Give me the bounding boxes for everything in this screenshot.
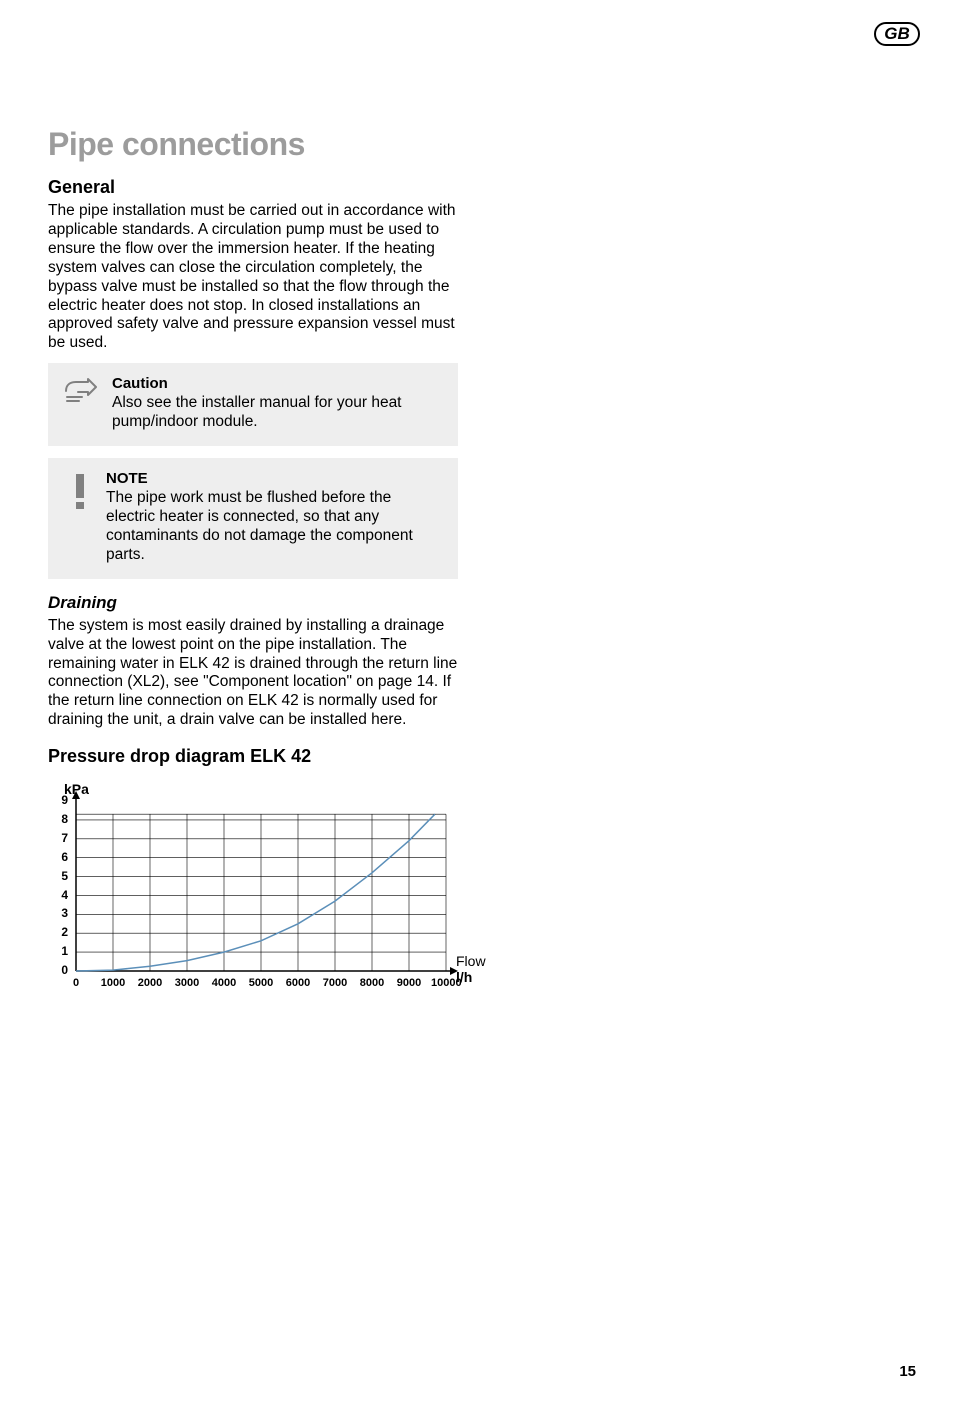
x-tick: 8000 [357,977,387,989]
chart-heading: Pressure drop diagram ELK 42 [48,746,470,767]
x-axis-flow-label: Flow [456,953,486,969]
hand-pointing-icon [64,377,98,405]
x-tick: 7000 [320,977,350,989]
y-tick: 8 [54,812,68,826]
note-callout: NOTE The pipe work must be flushed befor… [48,458,458,579]
x-tick: 6000 [283,977,313,989]
y-tick: 4 [54,888,68,902]
pressure-drop-chart: kPa Flow l/h 0123456789 0100020003000400… [48,785,508,1015]
x-tick: 5000 [246,977,276,989]
x-tick: 9000 [394,977,424,989]
draining-paragraph: The system is most easily drained by ins… [48,617,470,730]
x-tick: 1000 [98,977,128,989]
y-tick: 7 [54,831,68,845]
y-tick: 3 [54,906,68,920]
general-paragraph: The pipe installation must be carried ou… [48,202,470,353]
note-title: NOTE [106,470,442,487]
exclamation-icon [72,472,88,512]
x-tick: 0 [61,977,91,989]
caution-callout: Caution Also see the installer manual fo… [48,363,458,446]
note-text: The pipe work must be flushed before the… [106,489,442,565]
x-tick: 3000 [172,977,202,989]
draining-heading: Draining [48,593,470,613]
y-tick: 6 [54,850,68,864]
language-badge: GB [874,22,920,46]
x-tick: 10000 [431,977,461,989]
x-tick: 4000 [209,977,239,989]
caution-title: Caution [112,375,442,392]
page-title: Pipe connections [48,126,470,163]
general-heading: General [48,177,470,198]
x-tick: 2000 [135,977,165,989]
y-tick: 2 [54,925,68,939]
y-tick: 0 [54,963,68,977]
y-tick: 9 [54,793,68,807]
page-number: 15 [899,1363,916,1380]
y-tick: 1 [54,944,68,958]
caution-text: Also see the installer manual for your h… [112,394,442,432]
y-tick: 5 [54,869,68,883]
